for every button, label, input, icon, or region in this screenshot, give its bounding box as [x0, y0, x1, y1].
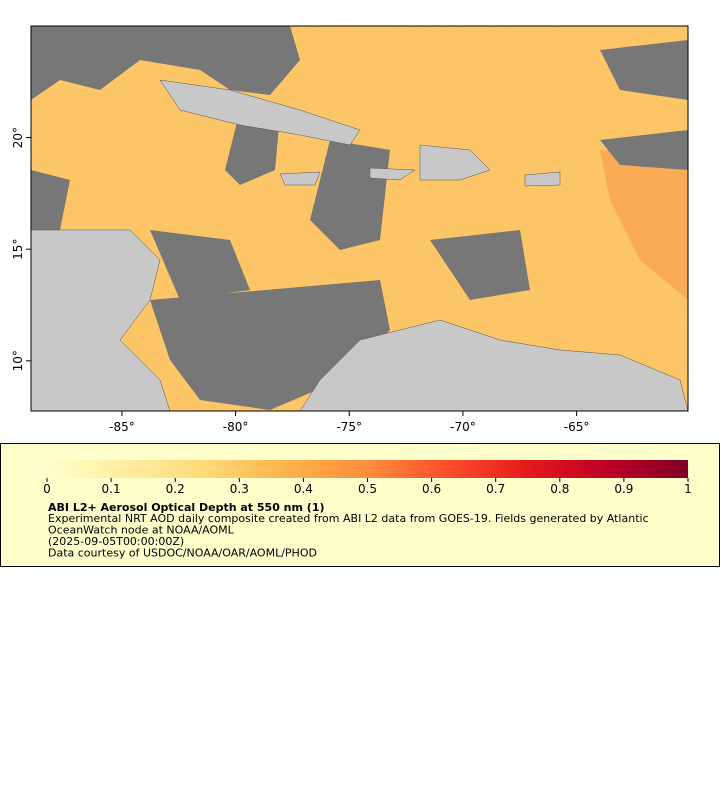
map-frame — [30, 25, 689, 412]
x-tick-label: -65° — [564, 420, 590, 434]
colorbar-tick-label: 0.9 — [614, 482, 633, 496]
colorbar-tick-label: 0 — [43, 482, 51, 496]
legend-lines: Experimental NRT AOD daily composite cre… — [48, 512, 649, 560]
legend-line: OceanWatch node at NOAA/AOML — [48, 524, 235, 537]
y-tick-label: 15° — [11, 239, 25, 260]
colorbar-tick-label: 0.7 — [486, 482, 505, 496]
x-tick-label: -85° — [109, 420, 135, 434]
legend-line: (2025-09-05T00:00:00Z) — [48, 535, 184, 548]
colorbar-tick-label: 0.5 — [358, 482, 377, 496]
x-tick-label: -75° — [336, 420, 362, 434]
colorbar-tick-label: 0.8 — [550, 482, 569, 496]
colorbar-tick-label: 1 — [684, 482, 692, 496]
legend-line: Experimental NRT AOD daily composite cre… — [48, 512, 649, 525]
colorbar-ticks: 0 0.1 0.2 0.3 0.4 0.5 0.6 0.7 0.8 0.9 1 — [43, 478, 692, 496]
y-tick-label: 20° — [11, 127, 25, 148]
y-tick-label: 10° — [11, 350, 25, 371]
colorbar-tick-label: 0.4 — [294, 482, 313, 496]
colorbar — [47, 460, 688, 478]
map-axes: -85° -80° -75° -70° -65° 10° 15° 20° — [11, 127, 589, 434]
colorbar-tick-label: 0.2 — [166, 482, 185, 496]
colorbar-tick-label: 0.6 — [422, 482, 441, 496]
colorbar-tick-label: 0.1 — [102, 482, 121, 496]
colorbar-tick-label: 0.3 — [230, 482, 249, 496]
map-image — [31, 26, 688, 411]
legend-title: ABI L2+ Aerosol Optical Depth at 550 nm … — [48, 501, 325, 514]
x-tick-label: -80° — [223, 420, 249, 434]
x-tick-label: -70° — [450, 420, 476, 434]
legend-line: Data courtesy of USDOC/NOAA/OAR/AOML/PHO… — [48, 547, 317, 560]
